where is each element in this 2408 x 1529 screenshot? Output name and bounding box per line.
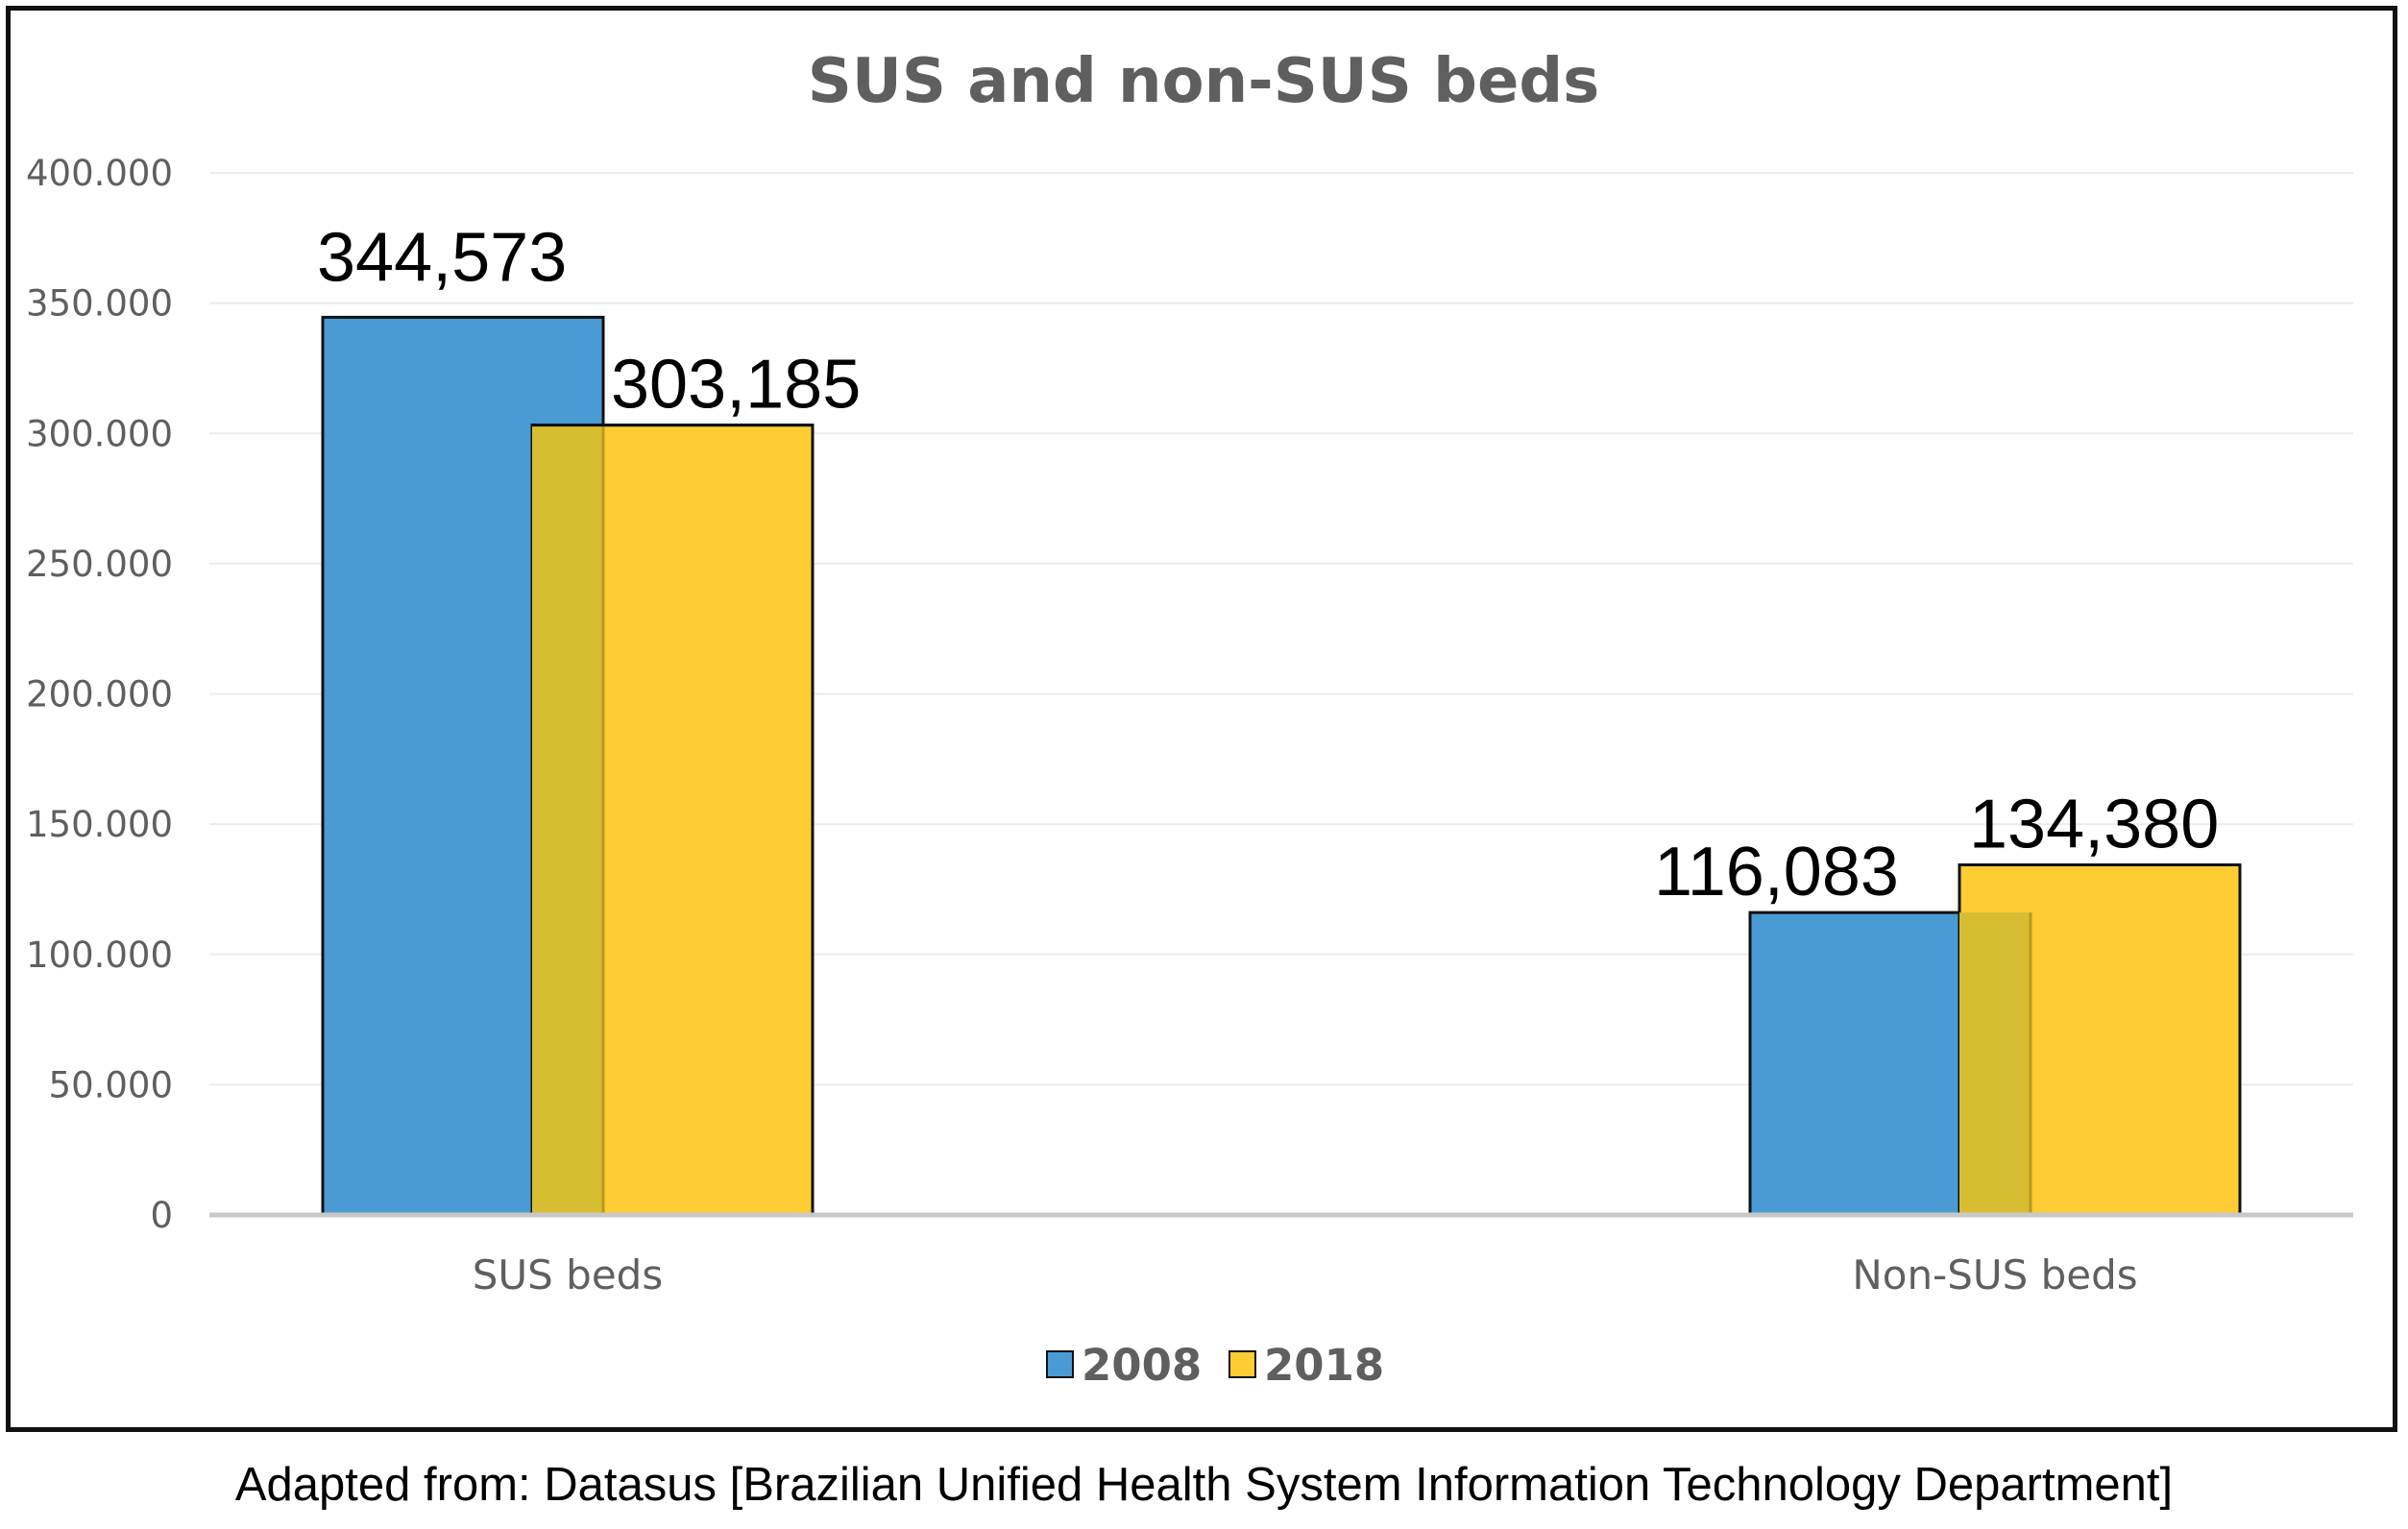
y-tick-label: 200.000 <box>26 674 173 716</box>
source-note: Adapted from: Datasus [Brazilian Unified… <box>234 1459 2174 1511</box>
y-tick-label: 400.000 <box>26 153 173 194</box>
legend-label-2008: 2008 <box>1082 1340 1202 1391</box>
y-tick-label: 300.000 <box>26 413 173 454</box>
x-tick-label: Non-SUS beds <box>1852 1251 2137 1298</box>
bar-overlap-0 <box>532 425 603 1215</box>
data-label-2018-0: 303,185 <box>611 347 861 424</box>
y-tick-label: 250.000 <box>26 544 173 585</box>
y-tick-label: 150.000 <box>26 804 173 845</box>
bars <box>321 315 2242 1217</box>
y-tick-label: 100.000 <box>26 934 173 976</box>
data-label-2008-0: 344,573 <box>317 219 567 296</box>
x-tick-label: SUS beds <box>473 1251 663 1298</box>
legend-swatch-2018 <box>1228 1350 1256 1378</box>
legend-label-2018: 2018 <box>1264 1340 1384 1391</box>
y-tick-label: 0 <box>150 1195 173 1236</box>
y-tick-label: 50.000 <box>49 1064 173 1105</box>
y-tick-label: 350.000 <box>26 283 173 325</box>
data-label-2018-1: 134,380 <box>1969 786 2219 862</box>
chart-title: SUS and non-SUS beds <box>808 46 1600 117</box>
legend-swatch-2008 <box>1046 1350 1074 1378</box>
y-axis-ticks: 0 50.000 100.000 150.000 200.000 250.000 300.0… <box>26 153 173 1236</box>
data-label-2008-1: 116,083 <box>1654 834 1899 910</box>
x-axis-ticks: SUS beds Non-SUS beds <box>473 1251 2138 1298</box>
legend: 2008 2018 <box>1046 1340 1384 1391</box>
data-labels: 344,573 303,185 116,083 134,380 <box>317 219 2219 910</box>
bar-overlap-1 <box>1959 912 2031 1215</box>
